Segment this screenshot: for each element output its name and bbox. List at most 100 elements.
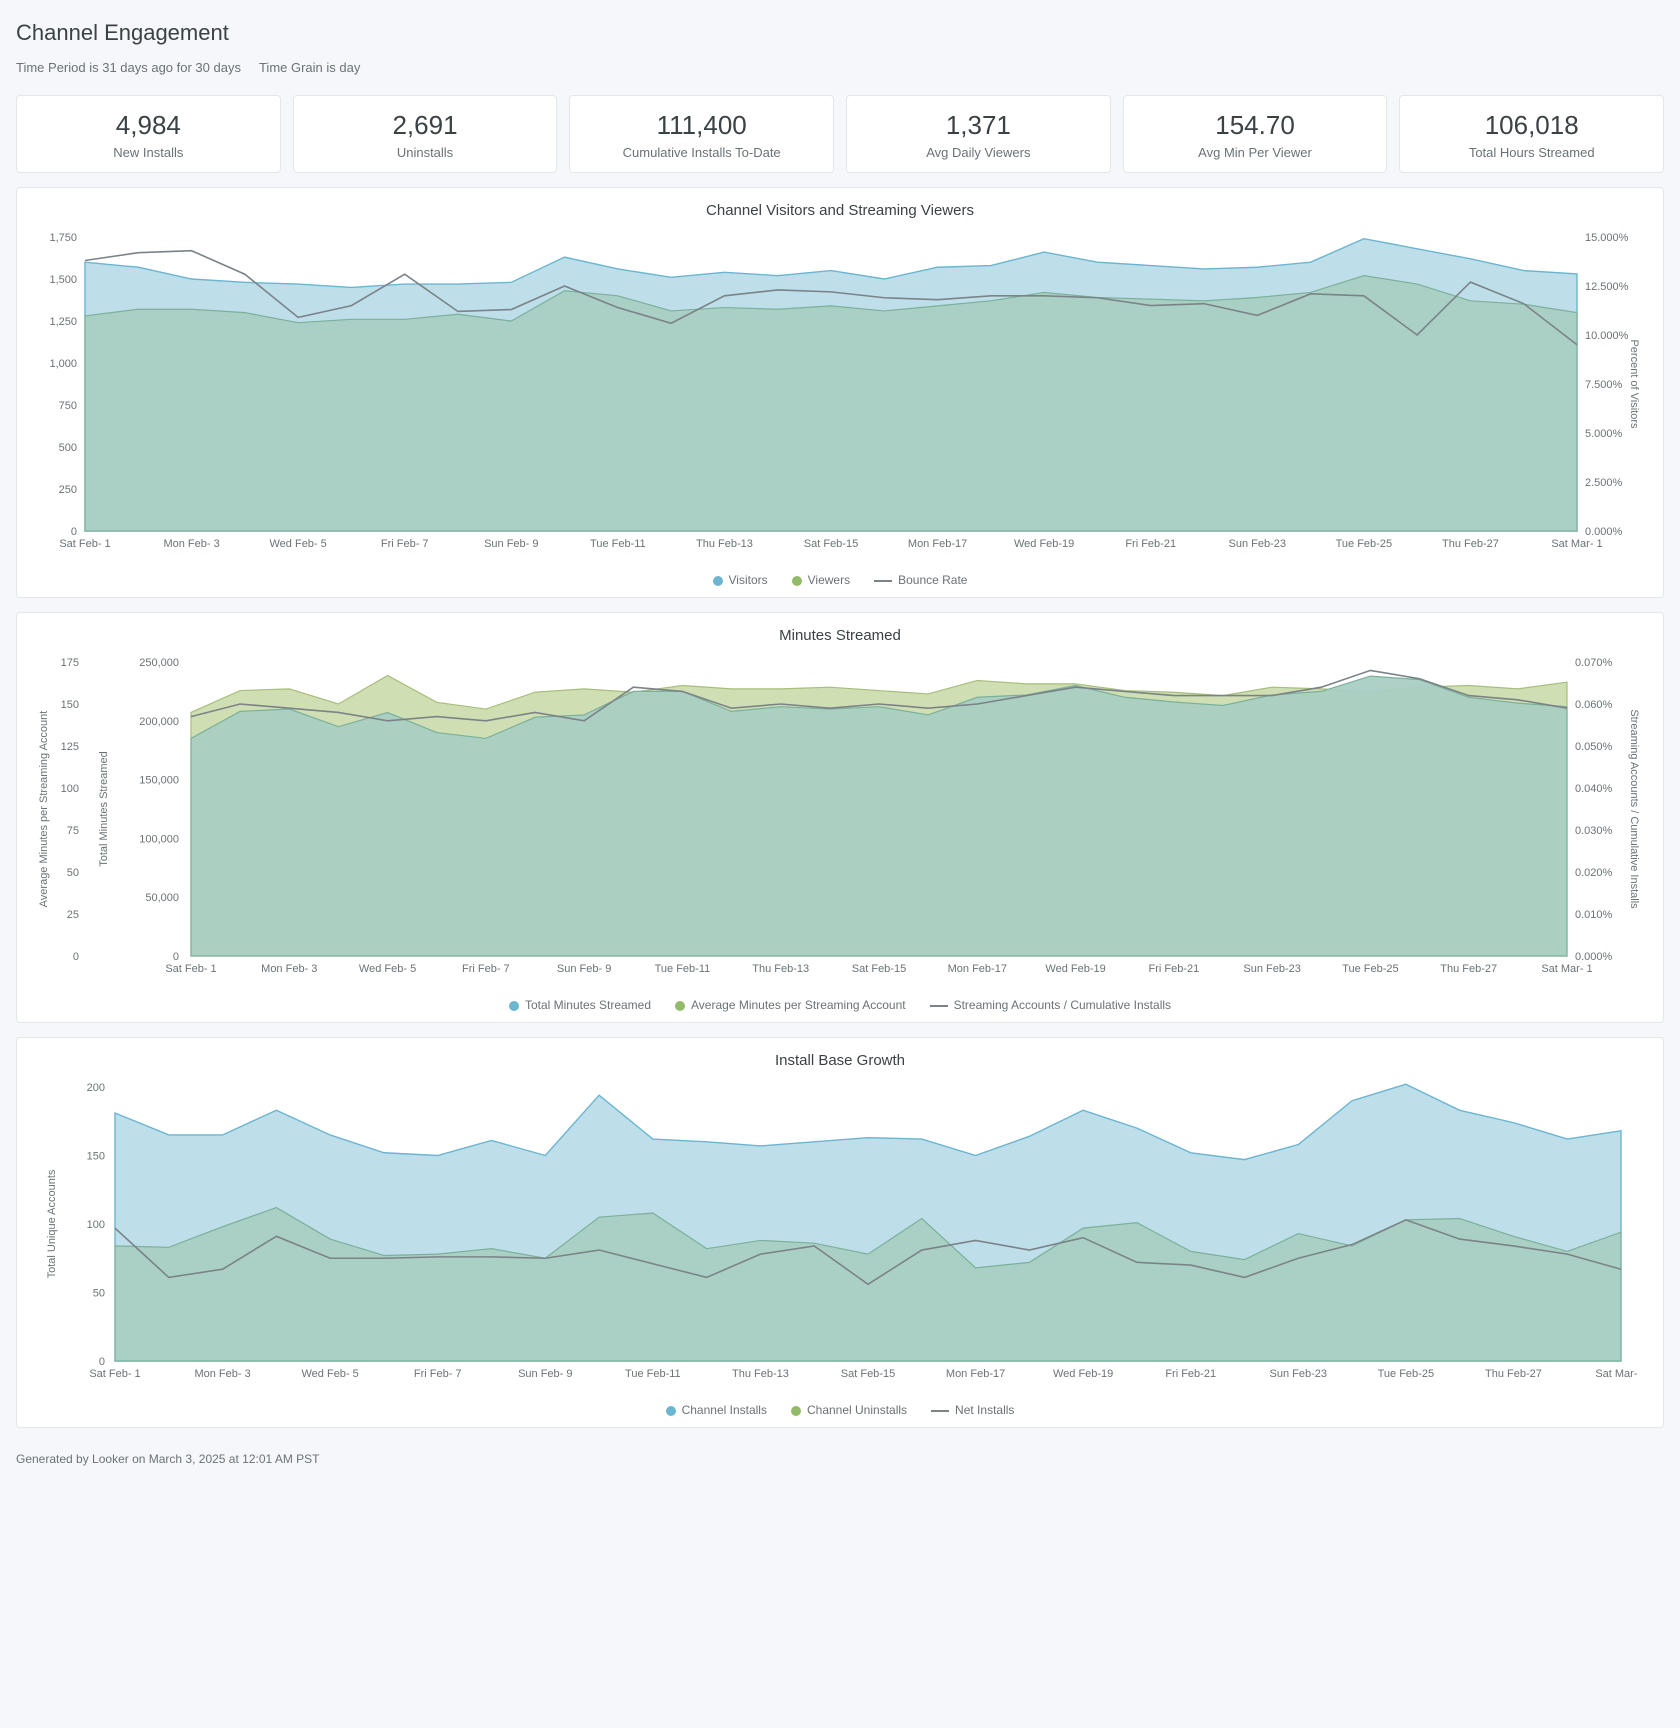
svg-text:0: 0 (71, 526, 77, 538)
kpi-card: 1,371Avg Daily Viewers (846, 95, 1111, 173)
svg-text:150: 150 (87, 1151, 105, 1163)
svg-text:250: 250 (59, 484, 77, 496)
svg-text:Sun Feb-23: Sun Feb-23 (1229, 538, 1286, 550)
kpi-value: 154.70 (1132, 110, 1379, 141)
svg-text:12.500%: 12.500% (1585, 281, 1629, 293)
legend-item: Channel Uninstalls (791, 1403, 907, 1417)
svg-text:Tue Feb-11: Tue Feb-11 (625, 1368, 681, 1380)
chart1-title: Channel Visitors and Streaming Viewers (31, 202, 1649, 219)
svg-text:0: 0 (73, 951, 79, 963)
kpi-label: New Installs (25, 145, 272, 160)
kpi-label: Cumulative Installs To-Date (578, 145, 825, 160)
svg-text:75: 75 (67, 825, 79, 837)
kpi-value: 2,691 (302, 110, 549, 141)
kpi-label: Avg Min Per Viewer (1132, 145, 1379, 160)
time-period-text: Time Period is 31 days ago for 30 days (16, 60, 241, 75)
svg-text:Tue Feb-11: Tue Feb-11 (655, 963, 711, 975)
svg-text:Sun Feb- 9: Sun Feb- 9 (484, 538, 538, 550)
svg-text:1,500: 1,500 (49, 274, 77, 286)
svg-text:125: 125 (61, 741, 79, 753)
svg-text:Tue Feb-11: Tue Feb-11 (590, 538, 646, 550)
svg-text:Thu Feb-13: Thu Feb-13 (732, 1368, 789, 1380)
kpi-card: 2,691 Uninstalls (293, 95, 558, 173)
svg-text:7.500%: 7.500% (1585, 379, 1623, 391)
svg-text:2.500%: 2.500% (1585, 477, 1623, 489)
svg-text:Fri Feb- 7: Fri Feb- 7 (462, 963, 510, 975)
kpi-row: 4,984 New Installs 2,691 Uninstalls 111,400 C… (16, 95, 1664, 173)
subtitle-row: Time Period is 31 days ago for 30 days T… (16, 60, 1664, 75)
svg-text:Sun Feb-23: Sun Feb-23 (1270, 1368, 1327, 1380)
svg-text:50,000: 50,000 (145, 892, 179, 904)
svg-text:Fri Feb-21: Fri Feb-21 (1148, 963, 1199, 975)
chart1-legend: VisitorsViewersBounce Rate (31, 573, 1649, 587)
svg-text:Mon Feb-17: Mon Feb-17 (946, 1368, 1005, 1380)
svg-text:175: 175 (61, 657, 79, 669)
svg-text:Percent of Visitors: Percent of Visitors (1628, 339, 1640, 429)
svg-text:Wed Feb- 5: Wed Feb- 5 (270, 538, 327, 550)
chart3-svg: 050100150200Total Unique AccountsSat Feb… (31, 1077, 1641, 1397)
svg-text:100: 100 (87, 1219, 105, 1231)
legend-item: Average Minutes per Streaming Account (675, 998, 906, 1012)
chart1-panel: Channel Visitors and Streaming Viewers 0… (16, 187, 1664, 598)
chart2-panel: Minutes Streamed 0255075100125150175050,… (16, 612, 1664, 1023)
svg-text:200,000: 200,000 (139, 716, 179, 728)
legend-item: Visitors (713, 573, 768, 587)
chart3-panel: Install Base Growth 050100150200Total Un… (16, 1037, 1664, 1428)
legend-item: Total Minutes Streamed (509, 998, 651, 1012)
chart2-title: Minutes Streamed (31, 627, 1649, 644)
svg-text:15.000%: 15.000% (1585, 232, 1629, 244)
svg-text:Wed Feb-19: Wed Feb-19 (1014, 538, 1074, 550)
svg-text:0.020%: 0.020% (1575, 867, 1613, 879)
kpi-value: 111,400 (578, 110, 825, 141)
svg-text:Sat Mar- 1: Sat Mar- 1 (1541, 963, 1592, 975)
svg-text:Sat Mar- 1: Sat Mar- 1 (1551, 538, 1602, 550)
svg-text:Fri Feb-21: Fri Feb-21 (1165, 1368, 1216, 1380)
legend-item: Net Installs (931, 1403, 1014, 1417)
svg-text:Wed Feb-19: Wed Feb-19 (1045, 963, 1105, 975)
svg-text:Sat Feb-15: Sat Feb-15 (841, 1368, 895, 1380)
kpi-card: 154.70 Avg Min Per Viewer (1123, 95, 1388, 173)
svg-text:Thu Feb-27: Thu Feb-27 (1440, 963, 1497, 975)
svg-text:Wed Feb- 5: Wed Feb- 5 (302, 1368, 359, 1380)
svg-text:100: 100 (61, 783, 79, 795)
svg-text:1,250: 1,250 (49, 316, 77, 328)
svg-text:100,000: 100,000 (139, 833, 179, 845)
svg-text:Sat Feb-15: Sat Feb-15 (804, 538, 858, 550)
svg-text:0: 0 (173, 951, 179, 963)
svg-text:Sat Feb- 1: Sat Feb- 1 (89, 1368, 140, 1380)
svg-text:50: 50 (67, 867, 79, 879)
legend-item: Bounce Rate (874, 573, 967, 587)
svg-text:0: 0 (99, 1356, 105, 1368)
svg-text:Sun Feb- 9: Sun Feb- 9 (518, 1368, 572, 1380)
svg-text:0.000%: 0.000% (1575, 951, 1613, 963)
svg-text:Thu Feb-13: Thu Feb-13 (752, 963, 809, 975)
svg-text:Mon Feb-17: Mon Feb-17 (908, 538, 967, 550)
legend-item: Channel Installs (666, 1403, 767, 1417)
svg-text:Thu Feb-27: Thu Feb-27 (1485, 1368, 1542, 1380)
svg-text:0.060%: 0.060% (1575, 699, 1613, 711)
kpi-value: 4,984 (25, 110, 272, 141)
time-grain-text: Time Grain is day (259, 60, 360, 75)
chart2-svg: 0255075100125150175050,000100,000150,000… (31, 652, 1641, 992)
svg-text:Sat Feb-15: Sat Feb-15 (852, 963, 906, 975)
svg-text:Fri Feb- 7: Fri Feb- 7 (381, 538, 429, 550)
chart1-svg: 02505007501,0001,2501,5001,7500.000%2.50… (31, 227, 1641, 567)
svg-text:Total Minutes Streamed: Total Minutes Streamed (98, 751, 110, 867)
svg-text:0.030%: 0.030% (1575, 825, 1613, 837)
svg-text:0.010%: 0.010% (1575, 909, 1613, 921)
kpi-label: Total Hours Streamed (1408, 145, 1655, 160)
svg-text:0.050%: 0.050% (1575, 741, 1613, 753)
svg-text:0.040%: 0.040% (1575, 783, 1613, 795)
svg-text:150: 150 (61, 699, 79, 711)
kpi-label: Uninstalls (302, 145, 549, 160)
page-title: Channel Engagement (16, 20, 1664, 46)
svg-text:10.000%: 10.000% (1585, 330, 1629, 342)
svg-text:500: 500 (59, 442, 77, 454)
svg-text:50: 50 (93, 1288, 105, 1300)
kpi-label: Avg Daily Viewers (855, 145, 1102, 160)
svg-text:200: 200 (87, 1082, 105, 1094)
svg-text:Tue Feb-25: Tue Feb-25 (1342, 963, 1398, 975)
chart3-legend: Channel Installs Channel Uninstalls Net In… (31, 1403, 1649, 1417)
svg-text:Streaming Accounts / Cumulativ: Streaming Accounts / Cumulative Installs (1628, 709, 1640, 909)
svg-text:Tue Feb-25: Tue Feb-25 (1378, 1368, 1434, 1380)
